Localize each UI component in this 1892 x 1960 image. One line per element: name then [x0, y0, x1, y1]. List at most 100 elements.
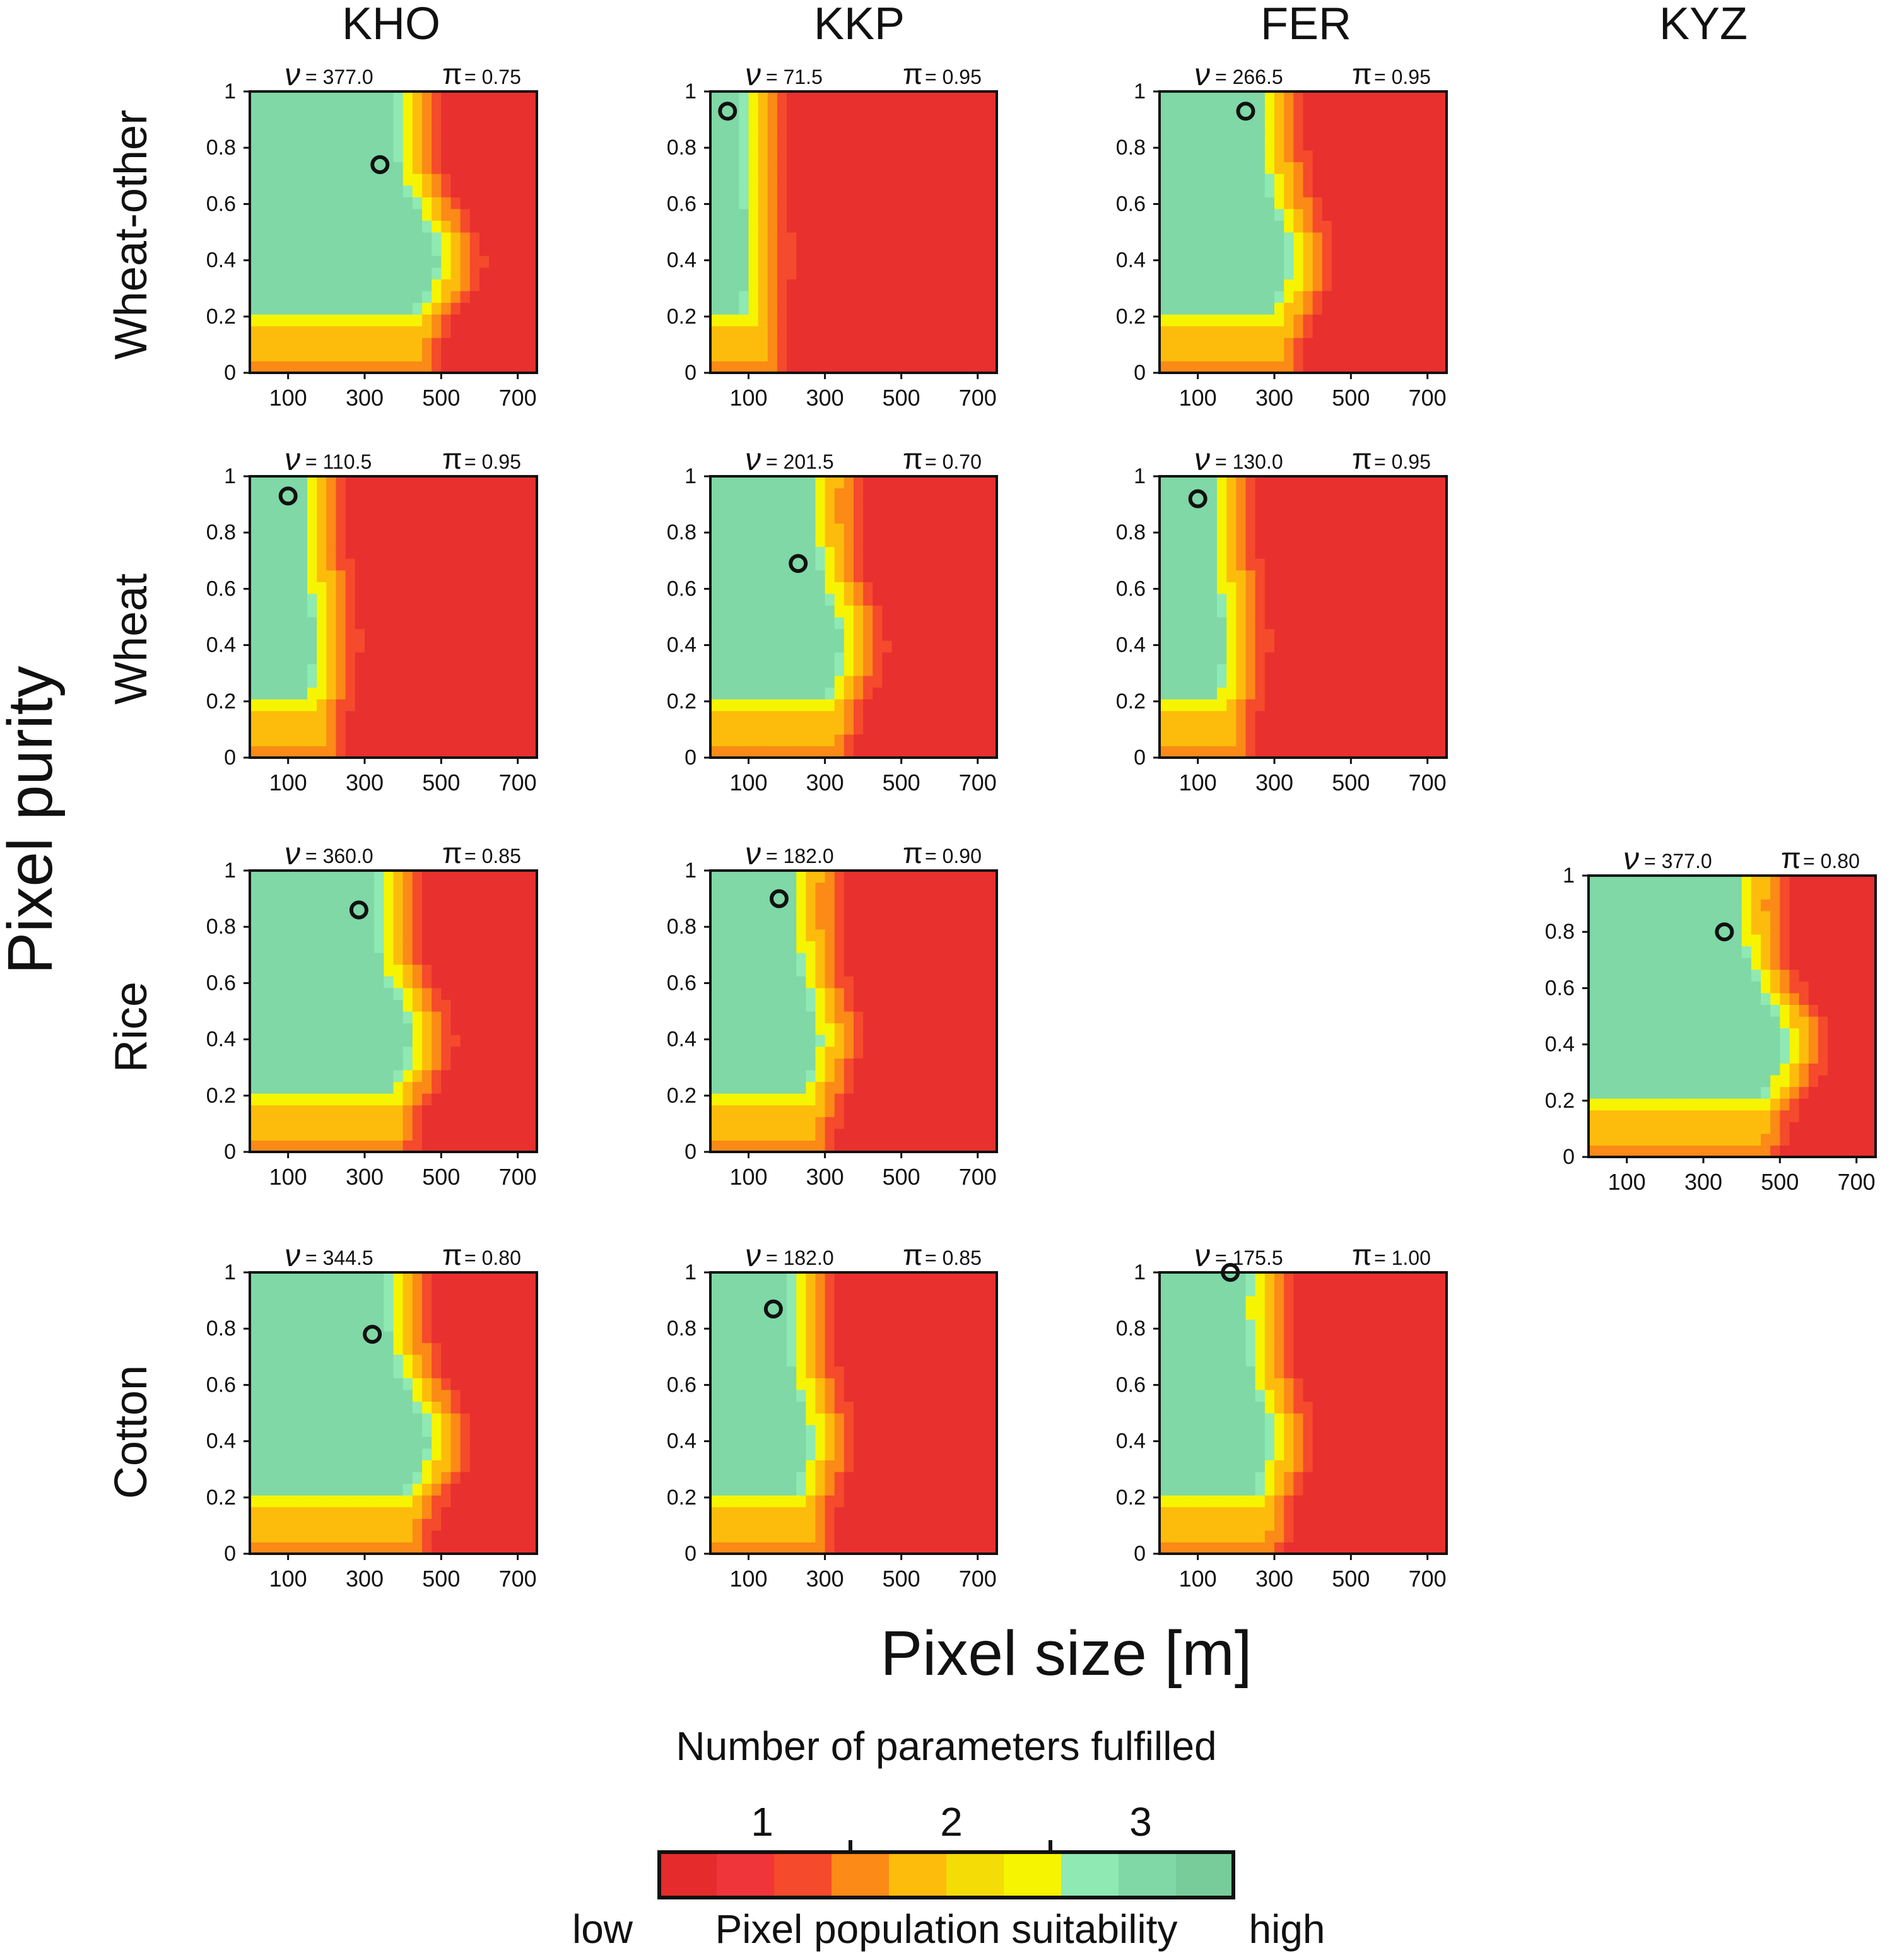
heatmap-cell	[250, 302, 260, 315]
heatmap-cell	[498, 605, 509, 618]
heatmap-cell	[968, 722, 978, 735]
heatmap-cell	[939, 126, 949, 139]
heatmap-cell	[873, 208, 883, 221]
row-label-rice: Rice	[106, 982, 156, 1072]
heatmap-cell	[1360, 722, 1371, 735]
heatmap-cell	[882, 91, 893, 104]
heatmap-cell	[1408, 161, 1419, 174]
heatmap-cell	[1226, 150, 1237, 163]
heatmap-cell	[422, 605, 432, 618]
heatmap-cell	[1370, 534, 1380, 548]
heatmap-cell	[748, 534, 759, 548]
heatmap-cell	[787, 582, 797, 594]
heatmap-cell	[787, 115, 797, 127]
heatmap-cell	[297, 302, 308, 315]
heatmap-cell	[259, 1058, 269, 1071]
heatmap-cell	[1351, 605, 1361, 618]
heatmap-cell	[891, 244, 902, 256]
heatmap-cell	[288, 628, 298, 641]
heatmap-cell	[1169, 652, 1179, 664]
heatmap-cell	[1312, 546, 1323, 559]
heatmap-cell	[1197, 267, 1208, 279]
heatmap-cell	[1245, 279, 1256, 291]
heatmap-cell	[806, 558, 816, 571]
heatmap-cell	[384, 605, 394, 618]
heatmap-cell	[1427, 722, 1438, 735]
heatmap-cell	[422, 953, 432, 965]
heatmap-cell	[1437, 734, 1447, 747]
y-tick-label: 0.8	[1116, 136, 1146, 160]
heatmap-cell	[901, 582, 912, 594]
heatmap-cell	[365, 999, 375, 1012]
heatmap-cell	[1293, 361, 1304, 373]
heatmap-cell	[250, 488, 260, 500]
heatmap-cell	[326, 220, 337, 233]
heatmap-cell	[767, 91, 778, 104]
heatmap-cell	[441, 1081, 452, 1094]
heatmap-cell	[345, 640, 356, 653]
heatmap-cell	[729, 617, 739, 630]
heatmap-cell	[479, 570, 490, 582]
heatmap-cell	[326, 687, 337, 700]
heatmap-cell	[269, 185, 279, 197]
heatmap-cell	[739, 267, 749, 279]
heatmap-cell	[1418, 546, 1428, 559]
heatmap-cell	[834, 91, 845, 104]
heatmap-cell	[1408, 734, 1419, 747]
heatmap-cell	[1437, 337, 1447, 350]
heatmap-cell	[1379, 558, 1390, 571]
heatmap-cell	[815, 150, 826, 163]
heatmap-cell	[384, 734, 394, 747]
heatmap-cell	[422, 964, 432, 977]
heatmap-cell	[517, 511, 528, 524]
heatmap-cell	[517, 208, 528, 221]
heatmap-cell	[1255, 722, 1266, 735]
heatmap-cell	[1427, 220, 1438, 233]
heatmap-cell	[1332, 652, 1342, 664]
heatmap-cell	[317, 675, 327, 688]
heatmap-cell	[806, 267, 816, 279]
heatmap-cell	[259, 570, 269, 582]
heatmap-cell	[1160, 220, 1170, 233]
heatmap-cell	[834, 126, 845, 139]
heatmap-cell	[278, 138, 289, 151]
heatmap-cell	[1332, 208, 1342, 221]
heatmap-cell	[384, 617, 394, 630]
heatmap-cell	[1399, 488, 1409, 500]
heatmap-cell	[1217, 326, 1227, 338]
heatmap-cell	[720, 570, 730, 582]
heatmap-cell	[355, 185, 365, 197]
heatmap-cell	[278, 1128, 289, 1141]
heatmap-cell	[815, 593, 826, 606]
heatmap-cell	[939, 500, 949, 512]
heatmap-cell	[250, 1035, 260, 1047]
heatmap-cell	[317, 1011, 327, 1024]
heatmap-cell	[422, 710, 432, 723]
heatmap-cell	[863, 91, 873, 104]
heatmap-cell	[910, 511, 921, 524]
heatmap-cell	[288, 1093, 298, 1106]
heatmap-cell	[307, 1093, 317, 1106]
heatmap-cell	[1322, 628, 1332, 641]
heatmap-cell	[393, 570, 404, 582]
heatmap-cell	[1418, 722, 1428, 735]
heatmap-cell	[441, 675, 452, 688]
heatmap-cell	[939, 208, 949, 221]
heatmap-cell	[1370, 91, 1380, 104]
heatmap-cell	[1217, 267, 1227, 279]
heatmap-cell	[720, 220, 730, 233]
heatmap-cell	[1264, 161, 1275, 174]
heatmap-cell	[1408, 523, 1419, 536]
heatmap-cell	[336, 710, 346, 723]
heatmap-cell	[393, 941, 404, 953]
heatmap-cell	[1418, 326, 1428, 338]
heatmap-cell	[1427, 161, 1438, 174]
heatmap-cell	[355, 302, 365, 315]
y-tick-label: 1	[1134, 79, 1146, 103]
heatmap-cell	[939, 652, 949, 664]
heatmap-cell	[1322, 734, 1332, 747]
heatmap-cell	[498, 161, 509, 174]
heatmap-cell	[767, 349, 778, 362]
heatmap-cell	[1399, 675, 1409, 688]
